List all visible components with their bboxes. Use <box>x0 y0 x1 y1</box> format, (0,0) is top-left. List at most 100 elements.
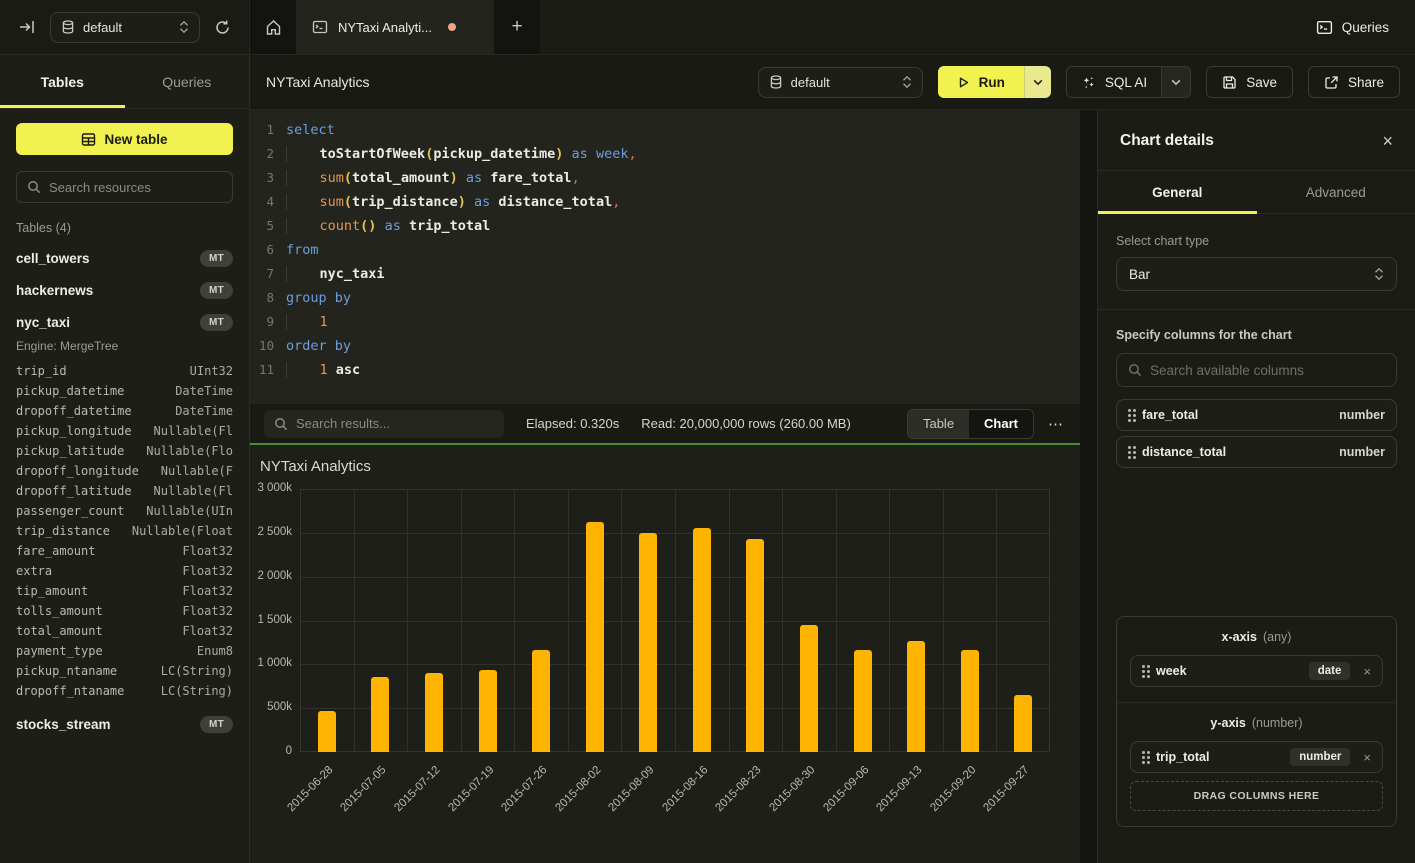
line-number: 3 <box>266 170 274 185</box>
code-token: ( <box>343 194 353 210</box>
code-text: order by <box>286 334 351 358</box>
sql-editor[interactable]: 1 select 2 toStartOfWeek(pickup_datetime) … <box>250 110 1080 403</box>
available-column-chip[interactable]: fare_total number <box>1116 399 1397 431</box>
sidebar-table-row[interactable]: hackernews MT <box>16 282 233 299</box>
code-token: ) <box>457 194 466 210</box>
column-type: Nullable(Fl <box>153 484 233 498</box>
run-button-label: Run <box>978 74 1005 90</box>
y-axis-tick-label: 500k <box>267 701 292 714</box>
collapse-sidebar-icon[interactable] <box>18 18 36 36</box>
tab-general[interactable]: General <box>1098 171 1257 214</box>
drop-zone[interactable]: DRAG COLUMNS HERE <box>1130 781 1383 811</box>
column-name: pickup_datetime <box>16 384 125 398</box>
chevron-down-icon <box>1171 79 1181 86</box>
refresh-icon[interactable] <box>214 19 231 36</box>
table-engine: Engine: MergeTree <box>16 339 119 353</box>
search-icon <box>27 180 41 194</box>
line-number: 8 <box>266 290 274 305</box>
y-axis-tick-label: 3 000k <box>257 482 292 494</box>
chip-name: fare_total <box>1142 408 1199 422</box>
sidebar-body: New table Tables (4) cell_towersMThacker… <box>0 109 249 733</box>
column-row: extra Float32 <box>16 561 233 581</box>
tab-advanced[interactable]: Advanced <box>1305 184 1366 200</box>
database-selector[interactable]: default <box>50 11 200 43</box>
column-type: DateTime <box>175 404 233 418</box>
column-name: pickup_longitude <box>16 424 132 438</box>
column-row: trip_id UInt32 <box>16 361 233 381</box>
bar <box>907 640 926 752</box>
view-toggle-table[interactable]: Table <box>907 409 970 438</box>
gridline <box>942 489 944 752</box>
sidebar-tabs: Tables Queries <box>0 55 249 109</box>
remove-icon[interactable]: × <box>1363 663 1371 679</box>
search-icon <box>274 417 288 431</box>
share-button[interactable]: Share <box>1307 66 1400 98</box>
code-token: sum <box>319 194 344 210</box>
code-text: select <box>286 118 335 142</box>
code-text: nyc_taxi <box>286 262 385 286</box>
code-token: trip_total <box>408 218 491 234</box>
tab-nytaxi-analytics[interactable]: NYTaxi Analyti... <box>296 0 494 54</box>
code-token: as <box>465 170 483 186</box>
available-column-chip[interactable]: distance_total number <box>1116 436 1397 468</box>
code-token: as <box>474 194 491 210</box>
view-toggle-chart[interactable]: Chart <box>969 409 1033 438</box>
resources-search <box>16 171 233 203</box>
code-token <box>286 146 320 162</box>
gridline <box>621 489 623 752</box>
run-options-button[interactable] <box>1023 66 1051 98</box>
bar <box>799 624 818 752</box>
code-line: 3 sum(total_amount) as fare_total, <box>250 166 1080 190</box>
x-axis-section: x-axis (any) week date × <box>1117 617 1396 702</box>
sidebar-table-row[interactable]: stocks_stream MT <box>16 716 233 733</box>
column-name: trip_distance <box>16 524 110 538</box>
tables-section-label: Tables (4) <box>16 221 71 235</box>
sidebar-tab-queries[interactable]: Queries <box>162 73 212 90</box>
new-tab-button[interactable]: + <box>511 16 523 37</box>
chart-type-select[interactable]: Bar <box>1116 257 1397 291</box>
y-axis-constraint: (number) <box>1251 716 1303 730</box>
column-name: fare_amount <box>16 544 96 558</box>
home-button[interactable] <box>250 0 296 54</box>
code-token: , <box>612 194 621 210</box>
bar <box>585 522 604 752</box>
sidebar-table-row[interactable]: nyc_taxi MT <box>16 314 233 331</box>
x-axis-chip[interactable]: week date × <box>1130 655 1383 687</box>
code-token: ) <box>449 170 458 186</box>
column-type: Nullable(UIn <box>146 504 233 518</box>
code-token: count <box>319 218 361 234</box>
save-button[interactable]: Save <box>1206 66 1293 98</box>
queries-button[interactable]: Queries <box>1290 0 1415 54</box>
column-type: Float32 <box>182 624 233 638</box>
more-options-button[interactable]: ⋯ <box>1048 415 1064 433</box>
sql-ai-options-button[interactable] <box>1161 67 1191 97</box>
code-token: from <box>286 242 319 258</box>
chart-title: NYTaxi Analytics <box>260 458 371 475</box>
y-axis-label: y-axis <box>1210 716 1246 730</box>
column-name: trip_id <box>16 364 67 378</box>
code-token: fare_total <box>490 170 572 186</box>
code-token <box>286 170 320 186</box>
y-axis-chip[interactable]: trip_total number × <box>1130 741 1383 773</box>
table-name: cell_towers <box>16 251 90 266</box>
sidebar-table-row[interactable]: cell_towers MT <box>16 250 233 267</box>
code-token: sum <box>319 170 344 186</box>
save-button-label: Save <box>1246 74 1277 90</box>
columns-search-input[interactable] <box>1150 362 1385 378</box>
close-icon[interactable]: × <box>1382 131 1393 151</box>
new-table-button[interactable]: New table <box>16 123 233 155</box>
remove-icon[interactable]: × <box>1363 749 1371 765</box>
run-button[interactable]: Run <box>937 66 1024 98</box>
search-icon <box>1128 363 1142 377</box>
code-token <box>401 218 409 234</box>
x-axis-header: x-axis (any) <box>1130 630 1383 644</box>
sql-ai-button[interactable]: SQL AI <box>1066 67 1162 97</box>
results-search-input[interactable] <box>296 416 494 431</box>
code-line: 1 select <box>250 118 1080 142</box>
toolbar-database-selector[interactable]: default <box>757 66 923 98</box>
resources-search-input[interactable] <box>49 179 222 195</box>
code-token: pickup_datetime <box>433 146 556 162</box>
table-columns: trip_id UInt32 pickup_datetime DateTime drop… <box>16 361 233 701</box>
sidebar-tab-tables[interactable]: Tables <box>0 55 125 108</box>
sql-ai-button-group: SQL AI <box>1065 66 1192 98</box>
